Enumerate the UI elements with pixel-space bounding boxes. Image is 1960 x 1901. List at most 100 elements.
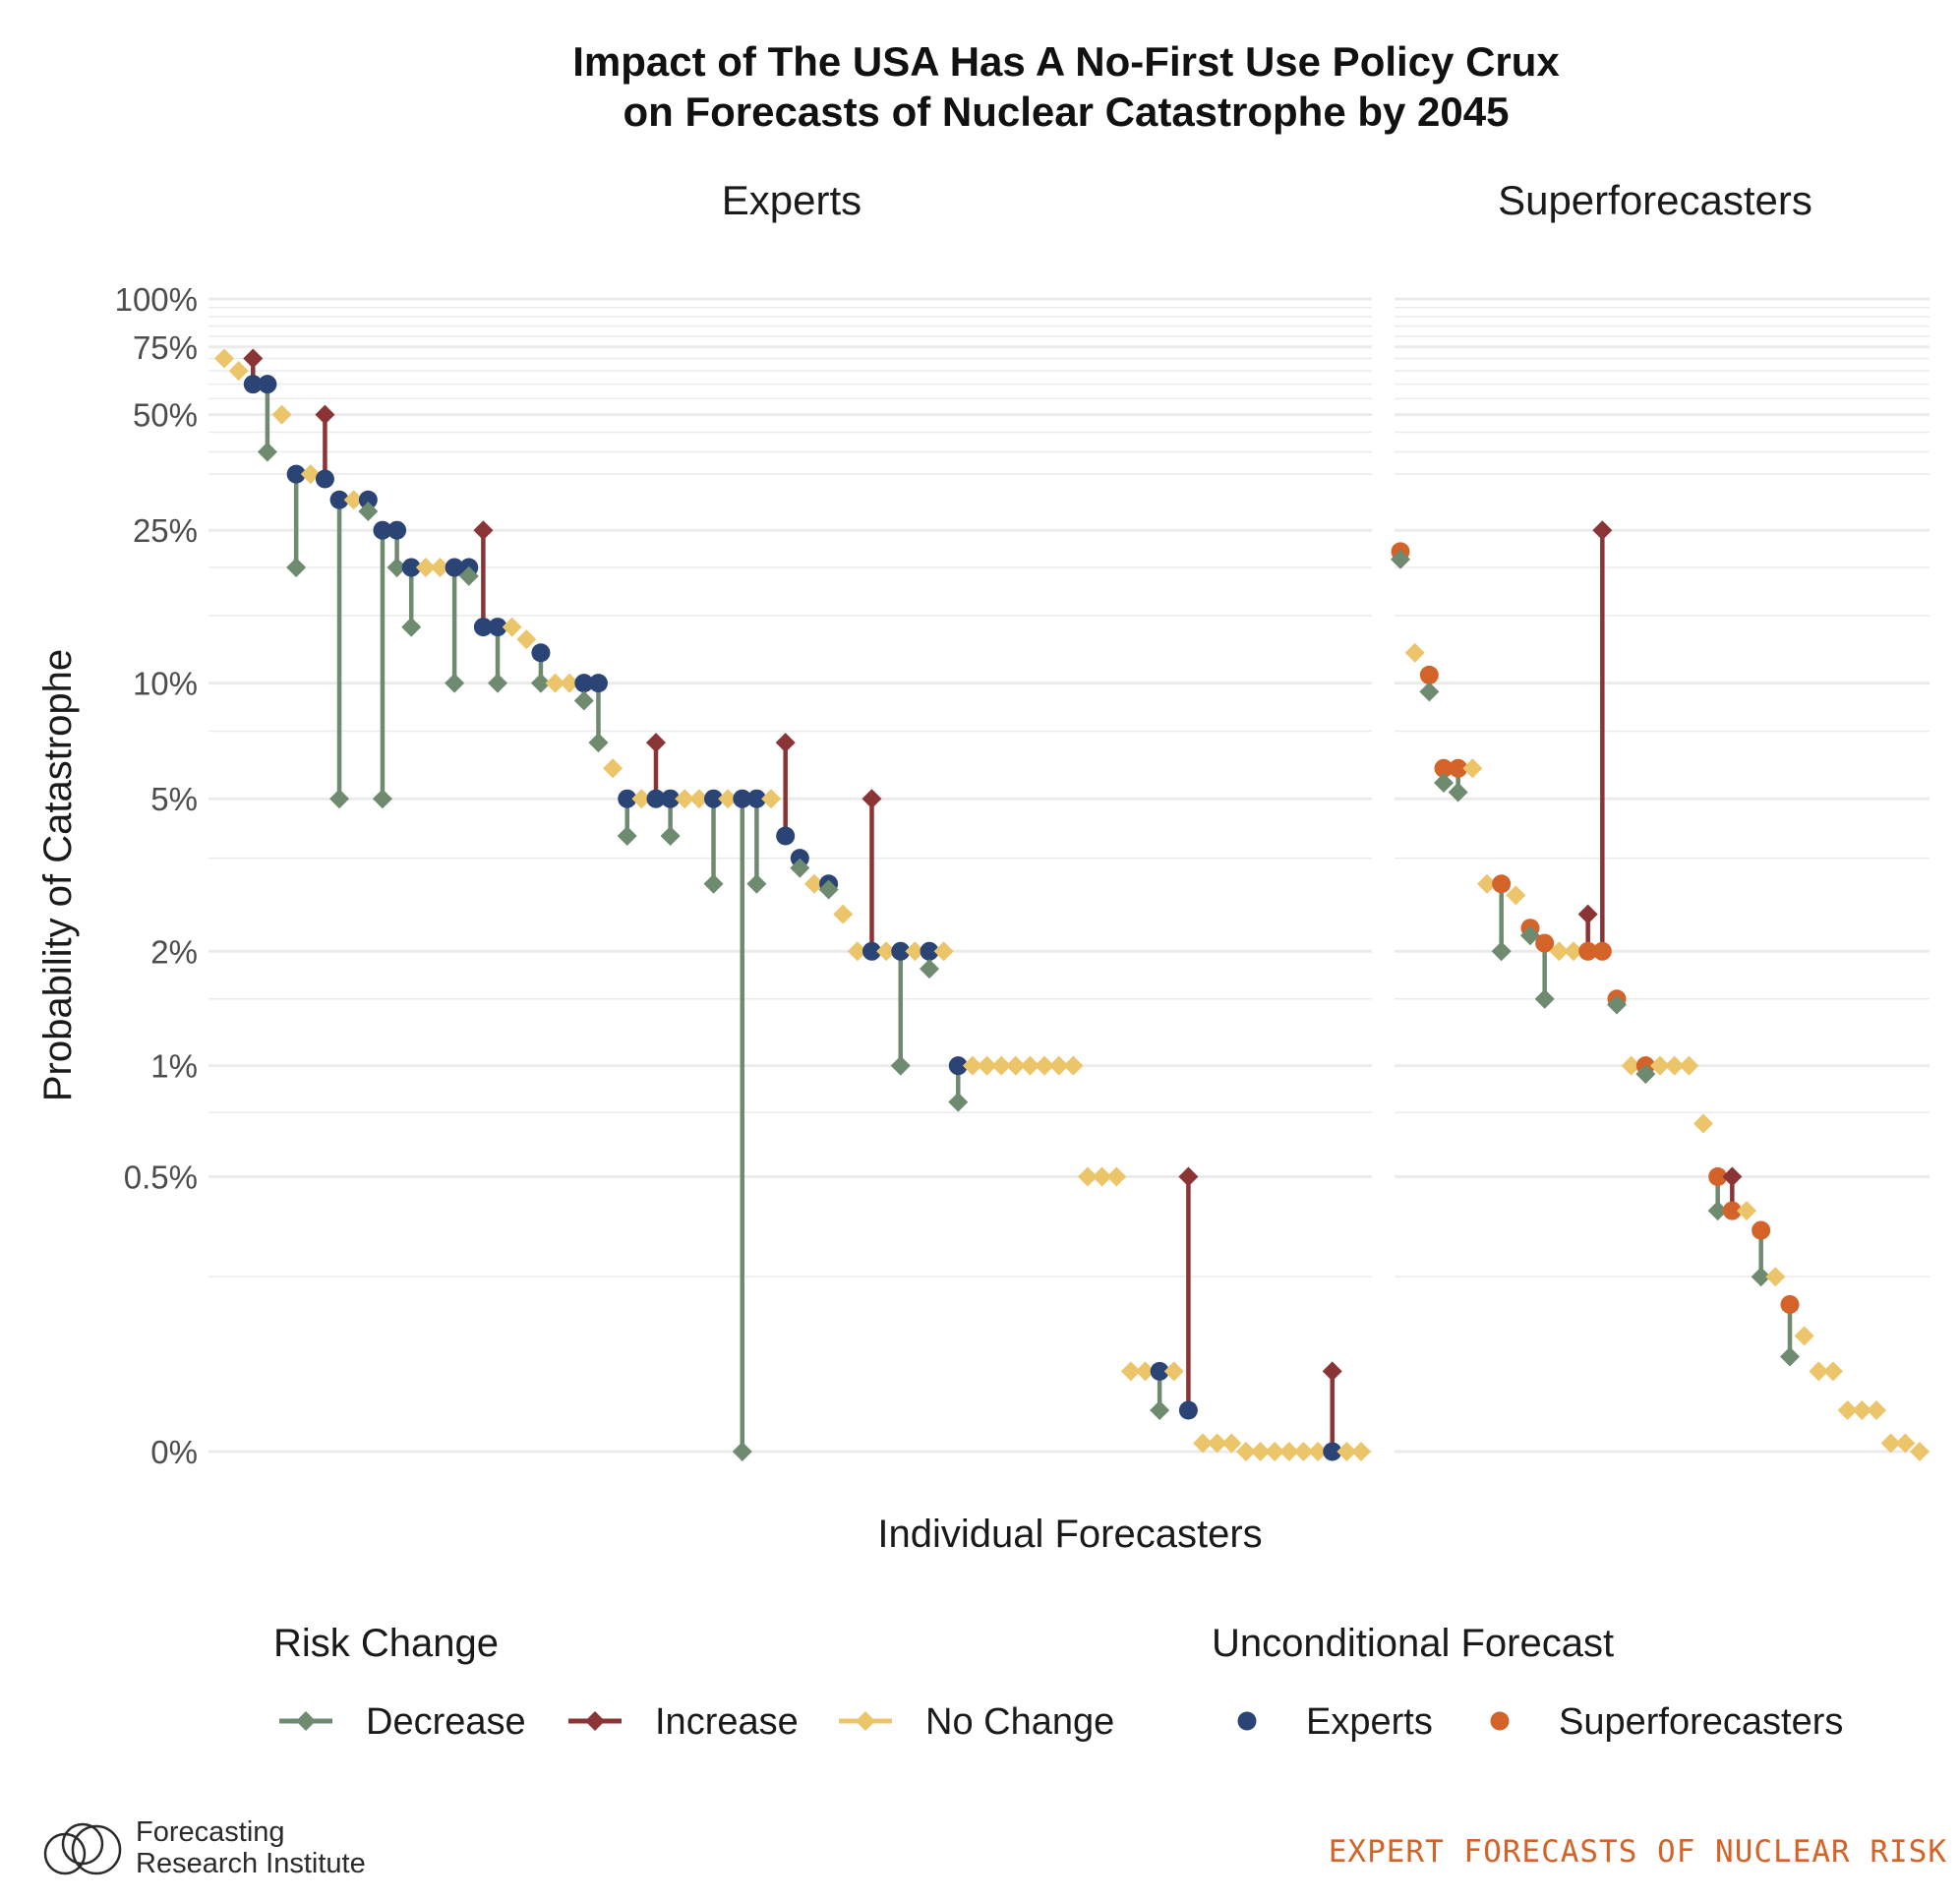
no-change-diamond	[1852, 1400, 1872, 1421]
decrease-diamond	[920, 959, 940, 980]
legend-unconditional: Unconditional Forecast Experts Superforec…	[1212, 1622, 1843, 1743]
forecaster-mark	[329, 490, 350, 809]
increase-diamond	[1577, 904, 1598, 924]
y-tick-labels: 0% 0.5% 1% 2% 5% 10% 25% 50% 75% 100%	[115, 281, 198, 1470]
superforecaster-unconditional-point	[1752, 1220, 1771, 1240]
forecaster-mark	[977, 1055, 997, 1076]
gridlines	[208, 297, 1930, 1454]
forecaster-mark	[1751, 1220, 1771, 1287]
decrease-diamond	[286, 558, 307, 578]
forecaster-mark	[1035, 1055, 1055, 1076]
forecaster-mark	[1063, 1055, 1084, 1076]
forecaster-mark	[876, 941, 897, 962]
legend-item-no-change: No Change	[839, 1701, 1114, 1743]
superforecaster-unconditional-point	[1535, 933, 1555, 953]
forecaster-mark	[948, 1056, 969, 1112]
forecaster-mark	[458, 558, 479, 586]
no-change-diamond	[228, 361, 249, 382]
no-change-diamond	[933, 941, 954, 962]
legend-point	[1490, 1711, 1510, 1731]
forecaster-mark	[1163, 1361, 1184, 1382]
no-change-diamond	[1035, 1055, 1055, 1076]
forecaster-mark	[1308, 1442, 1329, 1461]
forecaster-mark	[1477, 873, 1497, 894]
no-change-diamond	[1895, 1433, 1916, 1454]
no-change-diamond	[1265, 1442, 1285, 1461]
forecaster-mark	[933, 941, 954, 962]
forecaster-mark	[1250, 1442, 1271, 1461]
no-change-diamond	[1077, 1166, 1098, 1187]
no-change-diamond	[1794, 1326, 1814, 1346]
no-change-diamond	[1193, 1433, 1214, 1454]
forecaster-mark	[1120, 1361, 1141, 1382]
forecaster-mark	[1607, 989, 1627, 1015]
forecaster-mark	[1207, 1433, 1227, 1454]
expert-unconditional-point	[243, 375, 263, 394]
no-change-diamond	[1880, 1433, 1901, 1454]
decrease-diamond	[948, 1092, 969, 1112]
no-change-diamond	[430, 558, 450, 578]
increase-diamond	[243, 348, 264, 369]
legend-diamond	[585, 1711, 605, 1731]
forecaster-mark	[415, 558, 436, 578]
forecaster-mark	[300, 464, 321, 485]
expert-unconditional-point	[920, 941, 939, 961]
decrease-diamond	[660, 826, 681, 847]
legend-point	[1237, 1711, 1257, 1731]
expert-unconditional-point	[445, 558, 464, 577]
forecaster-mark	[1707, 1167, 1728, 1221]
expert-unconditional-point	[891, 941, 911, 961]
forecaster-mark	[1549, 941, 1570, 962]
y-tick-label: 0%	[150, 1434, 198, 1470]
superforecaster-unconditional-point	[1449, 758, 1468, 778]
increase-diamond	[1722, 1166, 1743, 1187]
decrease-diamond	[1448, 782, 1468, 802]
no-change-diamond	[516, 629, 537, 650]
forecaster-mark	[1693, 1113, 1713, 1134]
superforecaster-unconditional-point	[1419, 665, 1439, 684]
legend-label: Decrease	[366, 1701, 526, 1743]
increase-diamond	[645, 733, 666, 753]
forecaster-mark	[1534, 933, 1555, 1009]
decrease-diamond	[1635, 1064, 1656, 1085]
expert-unconditional-point	[315, 469, 334, 489]
forecaster-mark	[833, 904, 854, 924]
no-change-diamond	[343, 490, 364, 510]
no-change-diamond	[1564, 941, 1583, 962]
superforecaster-unconditional-point	[1434, 758, 1454, 778]
legend-diamond	[856, 1711, 875, 1731]
expert-unconditional-point	[286, 464, 306, 484]
expert-unconditional-point	[661, 789, 681, 808]
y-axis-title: Probability of Catastrophe	[36, 649, 80, 1101]
forecaster-mark	[473, 520, 494, 637]
forecaster-mark	[718, 789, 739, 809]
increase-diamond	[1592, 520, 1613, 541]
no-change-diamond	[1235, 1442, 1256, 1461]
forecaster-mark	[1506, 885, 1526, 906]
expert-unconditional-point	[704, 789, 724, 808]
no-change-diamond	[1404, 642, 1425, 663]
forecaster-mark	[675, 789, 695, 809]
expert-unconditional-point	[1323, 1442, 1342, 1461]
forecaster-mark	[803, 873, 824, 894]
forecaster-mark	[1722, 1166, 1743, 1220]
no-change-diamond	[1092, 1166, 1112, 1187]
no-change-diamond	[1837, 1400, 1858, 1421]
no-change-diamond	[1308, 1442, 1329, 1461]
decrease-diamond	[257, 442, 277, 462]
forecaster-mark	[1106, 1166, 1127, 1187]
forecaster-mark	[1265, 1442, 1285, 1461]
y-tick-label: 25%	[133, 512, 198, 549]
forecaster-mark	[1278, 1442, 1299, 1461]
decrease-diamond	[746, 873, 767, 894]
forecaster-mark	[257, 375, 277, 462]
decrease-diamond	[1419, 682, 1440, 702]
no-change-diamond	[1221, 1433, 1242, 1454]
no-change-diamond	[1679, 1055, 1699, 1076]
y-tick-label: 2%	[150, 933, 198, 970]
forecaster-mark	[228, 361, 249, 382]
legend-item-experts: Experts	[1237, 1701, 1433, 1743]
forecaster-mark	[1235, 1442, 1256, 1461]
forecaster-mark	[343, 490, 364, 510]
no-change-diamond	[761, 789, 782, 809]
